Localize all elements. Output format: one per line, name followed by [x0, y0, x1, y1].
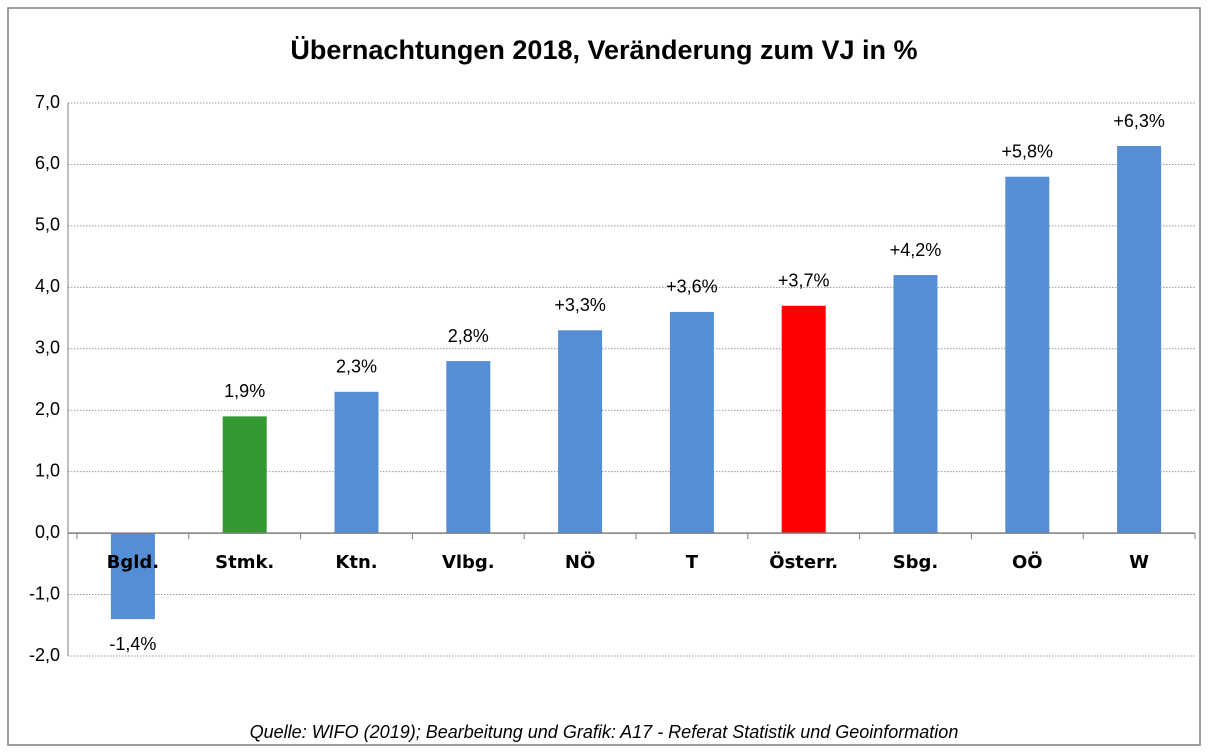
- x-tick-label: Vlbg.: [442, 552, 495, 573]
- y-tick-label: -2,0: [29, 645, 60, 665]
- data-label: -1,4%: [109, 634, 156, 654]
- chart-border: [7, 7, 1201, 746]
- x-tick-label: T: [686, 552, 699, 573]
- x-tick-label: Ktn.: [335, 552, 377, 573]
- data-label: +3,7%: [778, 271, 830, 291]
- bar: [1005, 176, 1050, 534]
- y-tick-label: 2,0: [35, 399, 60, 419]
- bar: [781, 305, 826, 534]
- bar: [669, 311, 714, 534]
- bar: [893, 275, 938, 534]
- x-tick-label: Bgld.: [107, 552, 160, 573]
- chart-title: Übernachtungen 2018, Veränderung zum VJ …: [290, 35, 917, 65]
- y-tick-label: 3,0: [35, 338, 60, 358]
- x-tick-label: Stmk.: [215, 552, 274, 573]
- bar: [558, 330, 603, 534]
- x-tick-label: Österr.: [769, 551, 838, 573]
- y-tick-label: 0,0: [35, 522, 60, 542]
- y-tick-label: 7,0: [35, 92, 60, 112]
- data-label: +3,3%: [554, 295, 606, 315]
- data-label: +5,8%: [1002, 141, 1054, 161]
- data-label: 2,8%: [448, 326, 489, 346]
- source-note: Quelle: WIFO (2019); Bearbeitung und Gra…: [250, 722, 959, 742]
- bar: [446, 361, 491, 534]
- data-label: 1,9%: [224, 381, 265, 401]
- y-tick-label: 4,0: [35, 276, 60, 296]
- data-label: 2,3%: [336, 357, 377, 377]
- y-tick-label: 5,0: [35, 215, 60, 235]
- y-tick-label: -1,0: [29, 583, 60, 603]
- bar: [110, 533, 155, 620]
- data-label: +6,3%: [1113, 111, 1165, 131]
- y-tick-label: 1,0: [35, 460, 60, 480]
- data-label: +3,6%: [666, 277, 718, 297]
- bar: [222, 416, 267, 534]
- x-tick-label: OÖ: [1012, 551, 1043, 573]
- y-tick-label: 6,0: [35, 153, 60, 173]
- bar: [334, 391, 379, 534]
- data-label: +4,2%: [890, 240, 942, 260]
- x-tick-label: Sbg.: [893, 552, 939, 573]
- x-tick-label: W: [1129, 552, 1149, 573]
- bar: [1117, 146, 1162, 534]
- x-tick-label: NÖ: [565, 551, 595, 573]
